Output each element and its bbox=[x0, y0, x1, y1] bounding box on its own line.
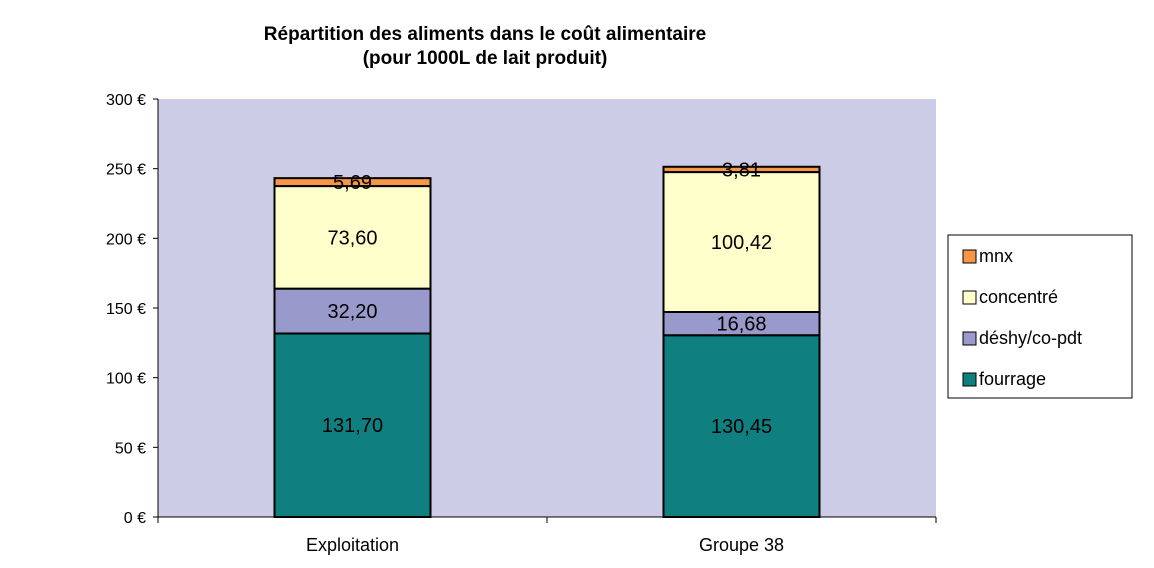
chart-subtitle: (pour 1000L de lait produit) bbox=[363, 48, 608, 69]
bar-segment bbox=[273, 332, 432, 518]
legend-label: fourrage bbox=[979, 369, 1046, 389]
data-label: 73,60 bbox=[327, 227, 377, 249]
legend-label: concentré bbox=[979, 287, 1058, 307]
bars-group: 131,70 32,20 73,60 5,69 130,45 16,68 100,42 3,8… bbox=[273, 159, 821, 518]
x-category-label: Exploitation bbox=[306, 535, 399, 555]
data-label: 3,81 bbox=[722, 159, 761, 181]
y-tick-label: 100 € bbox=[106, 371, 146, 388]
chart-title: Répartition des aliments dans le coût al… bbox=[264, 24, 706, 45]
legend-swatch bbox=[962, 290, 977, 305]
axes-group: 0 € 50 € 100 € 150 € 200 € 250 € 300 € Exploita… bbox=[106, 92, 937, 555]
legend-box bbox=[947, 234, 1133, 399]
legend-label: mnx bbox=[979, 246, 1013, 266]
data-label: 131,70 bbox=[322, 415, 383, 437]
data-label: 100,42 bbox=[711, 232, 772, 254]
legend-swatch bbox=[962, 249, 977, 264]
y-tick-label: 300 € bbox=[106, 92, 146, 109]
legend: mnx concentré déshy/co-pdt fourrage bbox=[947, 234, 1133, 399]
data-label: 130,45 bbox=[711, 416, 772, 438]
bar-segment bbox=[662, 165, 821, 174]
legend-swatch bbox=[962, 331, 977, 346]
data-label: 5,69 bbox=[333, 172, 372, 194]
bar-segment bbox=[273, 185, 432, 290]
x-category-label: Groupe 38 bbox=[699, 535, 784, 555]
y-tick-label: 0 € bbox=[124, 510, 146, 527]
y-tick-label: 150 € bbox=[106, 301, 146, 318]
legend-label: déshy/co-pdt bbox=[979, 328, 1082, 348]
data-label: 16,68 bbox=[716, 314, 766, 336]
y-tick-label: 250 € bbox=[106, 162, 146, 179]
data-label: 32,20 bbox=[327, 301, 377, 323]
bar-segment bbox=[662, 334, 821, 518]
bar-segment bbox=[273, 177, 432, 188]
legend-swatch bbox=[962, 372, 977, 387]
bar-segment bbox=[662, 171, 821, 313]
y-tick-label: 200 € bbox=[106, 231, 146, 248]
y-tick-label: 50 € bbox=[115, 440, 146, 457]
